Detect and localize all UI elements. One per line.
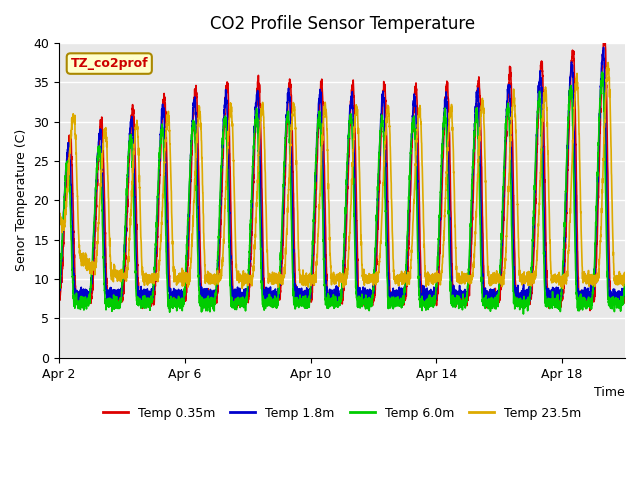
Temp 0.35m bbox=[55, 290, 63, 296]
Temp 23.5m bbox=[467, 275, 474, 280]
Temp 0.35m bbox=[298, 300, 305, 305]
Y-axis label: Senor Temperature (C): Senor Temperature (C) bbox=[15, 129, 28, 272]
Temp 6.0m bbox=[55, 284, 63, 289]
Temp 23.5m bbox=[604, 60, 612, 65]
Temp 1.8m bbox=[467, 239, 474, 244]
Text: TZ_co2prof: TZ_co2prof bbox=[70, 57, 148, 70]
Line: Temp 1.8m: Temp 1.8m bbox=[59, 48, 625, 304]
Temp 23.5m bbox=[324, 160, 332, 166]
Temp 6.0m bbox=[324, 303, 332, 309]
Temp 6.0m bbox=[604, 296, 612, 301]
Temp 6.0m bbox=[598, 69, 606, 75]
Legend: Temp 0.35m, Temp 1.8m, Temp 6.0m, Temp 23.5m: Temp 0.35m, Temp 1.8m, Temp 6.0m, Temp 2… bbox=[98, 402, 586, 425]
Temp 1.8m bbox=[576, 291, 584, 297]
Temp 6.0m bbox=[293, 299, 301, 305]
Temp 23.5m bbox=[559, 286, 567, 291]
Temp 6.0m bbox=[467, 223, 474, 228]
Temp 1.8m bbox=[621, 284, 629, 289]
Temp 23.5m bbox=[621, 276, 629, 282]
Temp 1.8m bbox=[55, 285, 63, 291]
Line: Temp 6.0m: Temp 6.0m bbox=[59, 72, 625, 314]
Temp 1.8m bbox=[293, 284, 301, 290]
Temp 23.5m bbox=[604, 70, 612, 76]
Temp 0.35m bbox=[324, 296, 332, 302]
Temp 1.8m bbox=[103, 301, 111, 307]
Temp 0.35m bbox=[604, 171, 612, 177]
Temp 0.35m bbox=[467, 277, 474, 283]
Temp 1.8m bbox=[604, 249, 612, 254]
Temp 1.8m bbox=[298, 286, 305, 291]
Temp 23.5m bbox=[576, 156, 584, 161]
Line: Temp 23.5m: Temp 23.5m bbox=[59, 62, 625, 288]
Temp 6.0m bbox=[621, 276, 629, 282]
X-axis label: Time: Time bbox=[595, 386, 625, 399]
Temp 0.35m bbox=[575, 298, 583, 303]
Temp 6.0m bbox=[520, 311, 527, 317]
Temp 23.5m bbox=[293, 179, 301, 184]
Temp 0.35m bbox=[621, 299, 629, 304]
Temp 23.5m bbox=[55, 210, 63, 216]
Temp 1.8m bbox=[324, 292, 332, 298]
Temp 6.0m bbox=[298, 296, 305, 301]
Temp 1.8m bbox=[600, 45, 607, 50]
Title: CO2 Profile Sensor Temperature: CO2 Profile Sensor Temperature bbox=[209, 15, 475, 33]
Temp 0.35m bbox=[293, 296, 301, 301]
Temp 6.0m bbox=[576, 297, 584, 303]
Temp 0.35m bbox=[586, 308, 594, 313]
Temp 23.5m bbox=[298, 275, 305, 281]
Temp 0.35m bbox=[600, 28, 608, 34]
Line: Temp 0.35m: Temp 0.35m bbox=[59, 31, 625, 311]
